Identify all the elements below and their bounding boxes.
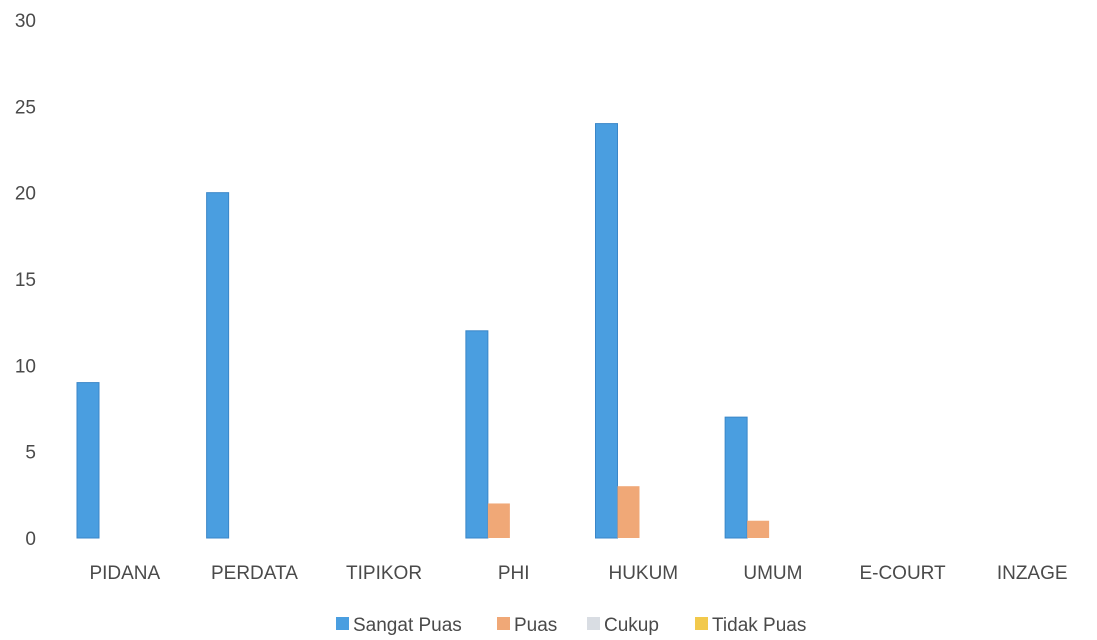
y-tick-label: 25 bbox=[15, 97, 36, 118]
x-category-label: PHI bbox=[498, 563, 530, 584]
x-axis: PIDANA PERDATA TIPIKOR PHI HUKUM UMUM E-COURT I… bbox=[89, 563, 1067, 584]
y-tick-label: 20 bbox=[15, 184, 36, 205]
bar-sangat-puas-umum bbox=[724, 416, 748, 539]
legend-label: Tidak Puas bbox=[712, 615, 806, 636]
bar-sangat-puas-perdata bbox=[206, 192, 230, 539]
bar-sangat-puas-hukum bbox=[595, 123, 618, 539]
legend-swatch bbox=[695, 617, 708, 630]
bar-puas-phi bbox=[487, 503, 510, 538]
y-axis: 0 5 10 15 20 25 30 bbox=[15, 11, 36, 550]
bar-puas-hukum bbox=[617, 486, 640, 538]
bar-sangat-puas-phi bbox=[465, 330, 489, 539]
y-tick-label: 15 bbox=[15, 270, 36, 291]
legend-item-sangat-puas: Sangat Puas bbox=[336, 615, 462, 636]
bar-sangat-puas-pidana bbox=[76, 382, 100, 539]
x-category-label: PIDANA bbox=[89, 563, 160, 584]
legend-swatch bbox=[587, 617, 600, 630]
x-category-label: TIPIKOR bbox=[346, 563, 422, 584]
y-tick-label: 0 bbox=[25, 529, 36, 550]
y-tick-label: 10 bbox=[15, 356, 36, 377]
bars bbox=[76, 123, 770, 539]
legend-item-puas: Puas bbox=[497, 615, 557, 636]
legend-item-tidak-puas: Tidak Puas bbox=[695, 615, 806, 636]
x-category-label: HUKUM bbox=[608, 563, 678, 584]
x-category-label: PERDATA bbox=[211, 563, 298, 584]
legend: Sangat Puas Puas Cukup Tidak Puas bbox=[336, 615, 806, 636]
legend-swatch bbox=[336, 617, 349, 630]
y-tick-label: 5 bbox=[25, 443, 36, 464]
legend-item-cukup: Cukup bbox=[587, 615, 659, 636]
x-category-label: UMUM bbox=[743, 563, 802, 584]
legend-label: Cukup bbox=[604, 615, 659, 636]
legend-label: Sangat Puas bbox=[353, 615, 462, 636]
legend-swatch bbox=[497, 617, 510, 630]
legend-label: Puas bbox=[514, 615, 557, 636]
bar-puas-umum bbox=[747, 520, 770, 538]
x-category-label: INZAGE bbox=[997, 563, 1068, 584]
x-category-label: E-COURT bbox=[859, 563, 946, 584]
y-tick-label: 30 bbox=[15, 11, 36, 32]
